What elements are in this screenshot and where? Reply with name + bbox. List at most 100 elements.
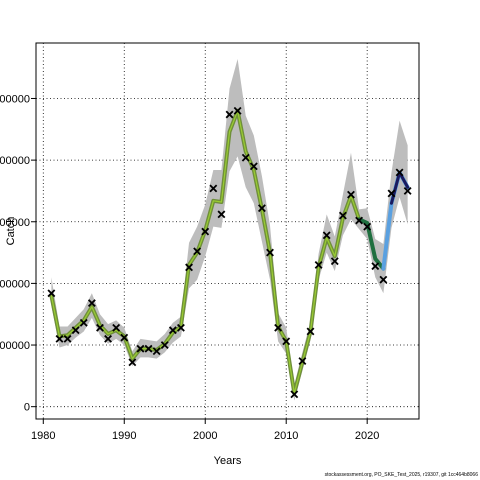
- y-tick-label: 0: [24, 402, 30, 414]
- observed-point: [306, 327, 315, 336]
- observed-point-stroke-b: [314, 260, 323, 269]
- observed-point-stroke-b: [282, 337, 291, 346]
- source-footer: stockassessment.org, PO_SKE_Test_2025, r…: [325, 472, 479, 478]
- observed-point-stroke-b: [363, 222, 372, 231]
- observed-point-stroke-b: [330, 257, 339, 266]
- observed-point: [330, 257, 339, 266]
- observed-point: [177, 323, 185, 332]
- observed-point: [63, 334, 72, 343]
- observed-point: [241, 153, 250, 162]
- observed-point-stroke-b: [201, 227, 210, 236]
- observed-point-stroke-b: [168, 326, 177, 335]
- observed-point-stroke-b: [144, 344, 153, 353]
- observed-point: [257, 204, 266, 213]
- x-axis: 1980 1990 2000 2010 2020: [31, 419, 379, 442]
- y-tick-label: 500000: [0, 340, 30, 352]
- observed-point-stroke-b: [225, 110, 234, 119]
- x-tick-label: 2010: [274, 430, 298, 442]
- observed-point-stroke-b: [306, 327, 315, 336]
- observed-point-stroke-b: [104, 334, 113, 343]
- observed-point: [266, 248, 274, 257]
- observed-point: [55, 334, 64, 343]
- observed-point-stroke-b: [79, 318, 88, 327]
- observed-point: [225, 110, 234, 119]
- observed-point: [379, 275, 388, 284]
- observed-point: [128, 358, 137, 367]
- observed-point: [87, 299, 96, 308]
- observed-point: [160, 341, 169, 349]
- observed-point-stroke-b: [347, 190, 355, 199]
- observed-point-stroke-b: [96, 323, 104, 332]
- observed-point-stroke-b: [274, 323, 283, 332]
- recent-fit-line: [357, 217, 386, 271]
- observed-point: [298, 357, 307, 365]
- observed-point-stroke-b: [63, 334, 72, 343]
- confidence-band-area: [51, 59, 408, 401]
- observed-point-stroke-b: [160, 341, 169, 349]
- plot-frame: [35, 42, 420, 420]
- observed-point-stroke-b: [217, 210, 226, 219]
- observed-point-stroke-b: [241, 153, 250, 162]
- observed-point: [112, 323, 121, 332]
- y-tick-label: 2500000: [0, 93, 30, 105]
- observed-point-stroke-b: [112, 323, 121, 332]
- observed-point-stroke-b: [193, 247, 202, 256]
- observed-point: [136, 344, 145, 353]
- x-tick-label: 2000: [193, 430, 217, 442]
- observed-point: [144, 344, 153, 353]
- observed-point-stroke-b: [47, 289, 56, 298]
- observed-point: [201, 227, 210, 236]
- observed-point-stroke-b: [379, 275, 388, 284]
- observed-point-stroke-b: [128, 358, 137, 367]
- observed-point: [363, 222, 372, 231]
- observed-point-stroke-b: [387, 189, 396, 198]
- observed-point: [209, 184, 218, 193]
- observed-point-stroke-b: [355, 216, 364, 225]
- observed-point-stroke-b: [338, 211, 347, 220]
- observed-point-stroke-b: [177, 323, 185, 332]
- observed-point-stroke-b: [371, 262, 380, 271]
- observed-point: [355, 216, 364, 225]
- observed-point-stroke-b: [136, 344, 145, 353]
- observed-point: [314, 260, 323, 269]
- observed-point-stroke-b: [55, 334, 64, 343]
- observed-point: [71, 326, 80, 335]
- observed-point-stroke-b: [87, 299, 96, 308]
- observed-point: [274, 323, 283, 332]
- observed-point-stroke-b: [290, 390, 299, 399]
- x-tick-label: 2020: [355, 430, 379, 442]
- observed-point-stroke-b: [298, 357, 307, 365]
- observed-point-stroke-b: [266, 248, 274, 257]
- y-tick-label: 1000000: [0, 278, 30, 290]
- observed-point: [233, 106, 242, 115]
- observed-point: [371, 262, 380, 271]
- observed-point: [104, 334, 113, 343]
- observed-point-stroke-b: [249, 162, 258, 171]
- y-tick-label: 1500000: [0, 217, 30, 229]
- observed-point-stroke-b: [120, 333, 129, 342]
- observed-point-stroke-b: [257, 204, 266, 213]
- observed-point: [79, 318, 88, 327]
- observed-point-stroke-b: [71, 326, 80, 335]
- x-tick-label: 1980: [31, 430, 55, 442]
- observed-point-stroke-b: [152, 347, 161, 356]
- observed-point: [193, 247, 202, 256]
- observed-point: [290, 390, 299, 399]
- observed-point-stroke-b: [209, 184, 218, 193]
- observed-point: [338, 211, 347, 220]
- observed-point-stroke-b: [403, 186, 412, 195]
- observed-point: [96, 323, 104, 332]
- observed-point-stroke-b: [185, 263, 193, 272]
- observed-point: [152, 347, 161, 356]
- observed-point-stroke-b: [395, 168, 404, 177]
- x-tick-label: 1990: [112, 430, 136, 442]
- observed-markers: [47, 106, 412, 399]
- observed-point: [249, 162, 258, 171]
- x-axis-title: Years: [214, 455, 242, 467]
- y-axis-title: Catch: [5, 217, 17, 246]
- observed-point: [185, 263, 193, 272]
- observed-point-stroke-b: [233, 106, 242, 115]
- observed-point: [168, 326, 177, 335]
